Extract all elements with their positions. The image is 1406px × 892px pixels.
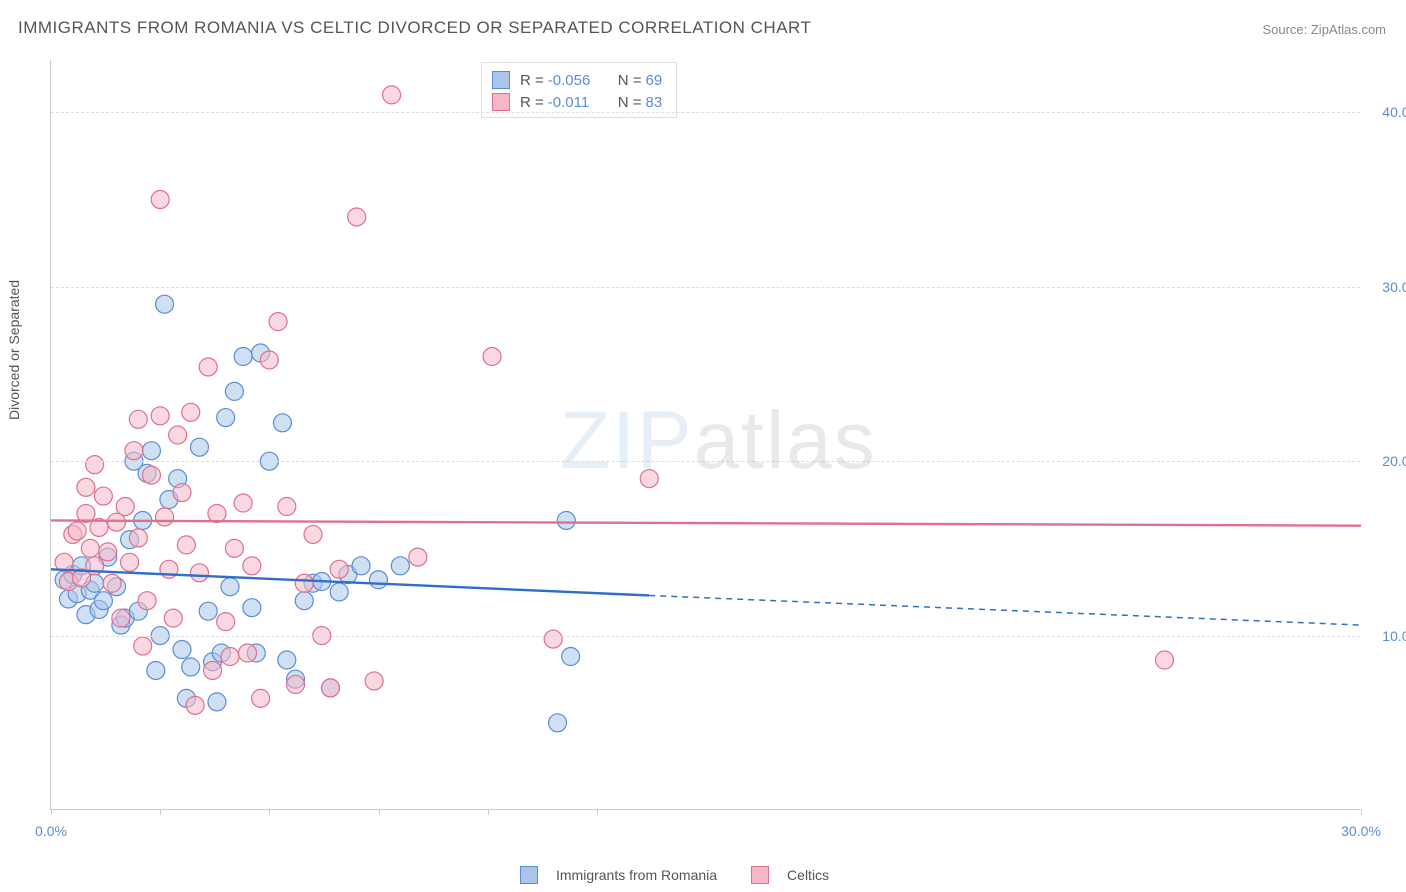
legend-swatch-romania-icon bbox=[520, 866, 538, 884]
y-tick-label: 20.0% bbox=[1367, 453, 1406, 469]
gridline bbox=[51, 636, 1360, 637]
x-tick-label: 0.0% bbox=[35, 823, 67, 839]
y-axis-label: Divorced or Separated bbox=[6, 280, 22, 420]
legend-r-label: R = bbox=[520, 72, 544, 89]
legend-bottom: Immigrants from Romania Celtics bbox=[520, 866, 829, 884]
gridline bbox=[51, 287, 1360, 288]
legend-bottom-celtics-label: Celtics bbox=[787, 867, 829, 883]
gridline bbox=[51, 461, 1360, 462]
legend-n-label: N = bbox=[618, 72, 642, 89]
x-tick bbox=[488, 809, 489, 815]
x-tick bbox=[1361, 809, 1362, 815]
source-attribution: Source: ZipAtlas.com bbox=[1262, 22, 1386, 37]
legend-swatch-celtics bbox=[492, 93, 510, 111]
legend-n-label: N = bbox=[618, 94, 642, 111]
scatter-svg bbox=[51, 60, 1361, 810]
legend-bottom-romania: Immigrants from Romania bbox=[520, 866, 717, 884]
x-tick bbox=[269, 809, 270, 815]
legend-bottom-celtics: Celtics bbox=[751, 866, 829, 884]
x-tick-label: 30.0% bbox=[1341, 823, 1381, 839]
x-tick bbox=[379, 809, 380, 815]
legend-swatch-romania bbox=[492, 71, 510, 89]
legend-n-romania: 69 bbox=[646, 72, 663, 89]
y-tick-label: 40.0% bbox=[1367, 104, 1406, 120]
legend-r-celtics: -0.011 bbox=[548, 94, 608, 111]
plot-area: R = -0.056 N = 69 R = -0.011 N = 83 10.0… bbox=[50, 60, 1360, 810]
y-tick-label: 10.0% bbox=[1367, 628, 1406, 644]
legend-swatch-celtics-icon bbox=[751, 866, 769, 884]
x-tick bbox=[51, 809, 52, 815]
legend-top: R = -0.056 N = 69 R = -0.011 N = 83 bbox=[481, 62, 677, 118]
legend-r-label: R = bbox=[520, 94, 544, 111]
y-tick-label: 30.0% bbox=[1367, 279, 1406, 295]
chart-title: IMMIGRANTS FROM ROMANIA VS CELTIC DIVORC… bbox=[18, 18, 811, 38]
legend-n-celtics: 83 bbox=[646, 94, 663, 111]
x-tick bbox=[597, 809, 598, 815]
legend-bottom-romania-label: Immigrants from Romania bbox=[556, 867, 717, 883]
gridline bbox=[51, 112, 1360, 113]
legend-row-romania: R = -0.056 N = 69 bbox=[492, 69, 662, 91]
x-tick bbox=[160, 809, 161, 815]
legend-r-romania: -0.056 bbox=[548, 72, 608, 89]
legend-row-celtics: R = -0.011 N = 83 bbox=[492, 91, 662, 113]
